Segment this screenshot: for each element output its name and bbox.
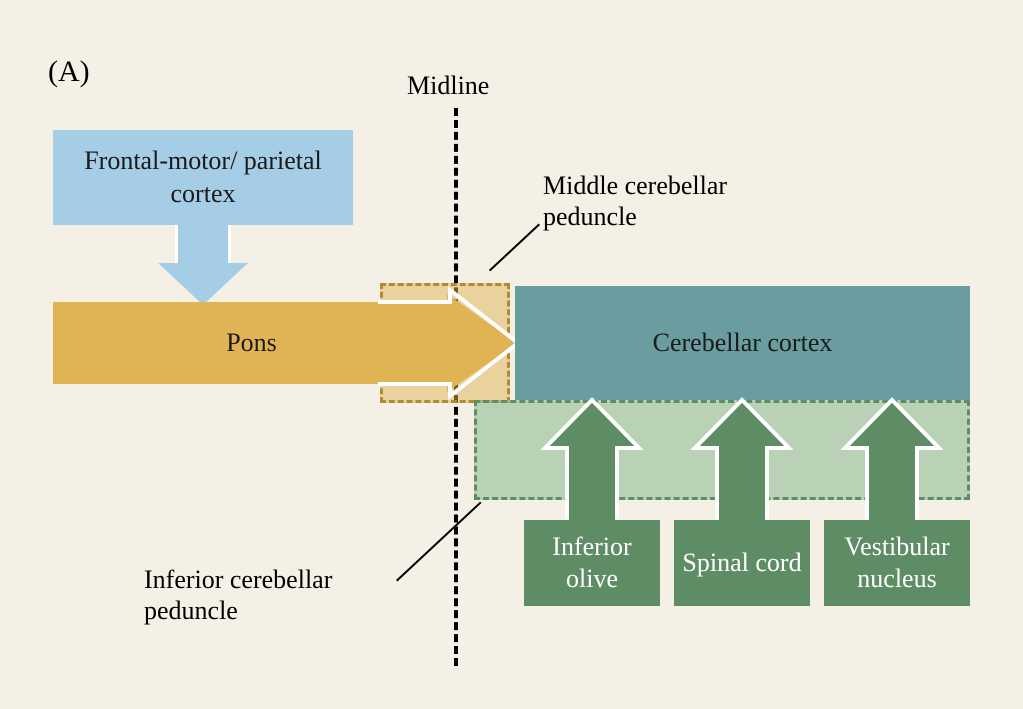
vestibular-nucleus-box: Vestibular nucleus — [824, 520, 970, 606]
cerebellar-cortex-box: Cerebellar cortex — [515, 286, 970, 400]
panel-label: (A) — [48, 55, 90, 89]
inferior-olive-label: Inferior olive — [524, 531, 660, 596]
pons-label: Pons — [226, 327, 277, 360]
icp-callout-label: Inferior cerebellar peduncle — [144, 564, 332, 626]
pons-arrow-outline — [378, 280, 538, 406]
mcp-callout-label: Middle cerebellar peduncle — [543, 170, 727, 232]
cortex-box: Frontal-motor/ parietal cortex — [53, 130, 353, 225]
inferior-olive-box: Inferior olive — [524, 520, 660, 606]
inferior-olive-arrow — [537, 394, 647, 524]
cortex-to-pons-arrow-head — [158, 263, 248, 305]
cortex-label: Frontal-motor/ parietal cortex — [53, 145, 353, 210]
spinal-cord-box: Spinal cord — [674, 520, 810, 606]
spinal-cord-arrow — [687, 394, 797, 524]
vestibular-arrow — [837, 394, 947, 524]
spinal-cord-label: Spinal cord — [682, 547, 801, 580]
vestibular-nucleus-label: Vestibular nucleus — [824, 531, 970, 596]
midline-label: Midline — [407, 70, 489, 101]
cortex-to-pons-arrow-shaft — [175, 225, 231, 268]
cerebellar-cortex-label: Cerebellar cortex — [653, 327, 833, 360]
